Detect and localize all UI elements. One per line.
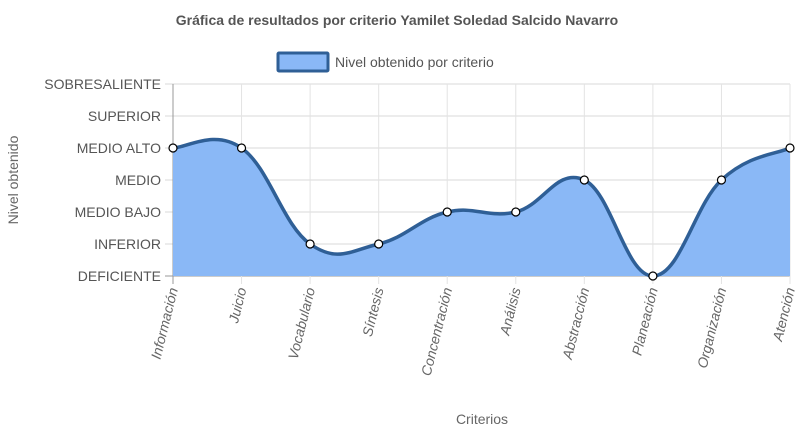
x-tick-label: Juicio <box>225 286 249 326</box>
y-tick-label: SUPERIOR <box>88 108 161 124</box>
data-point[interactable] <box>442 207 452 217</box>
legend[interactable]: Nivel obtenido por criterio <box>276 51 494 73</box>
legend-label: Nivel obtenido por criterio <box>335 54 494 70</box>
y-tick-label: SOBRESALIENTE <box>44 76 161 92</box>
series-area <box>173 139 790 276</box>
data-point[interactable] <box>374 239 384 249</box>
data-point[interactable] <box>716 175 727 185</box>
y-tick-label: MEDIO ALTO <box>77 140 161 156</box>
data-point[interactable] <box>168 143 178 153</box>
data-point[interactable] <box>579 175 589 185</box>
x-tick-label: Atención <box>769 286 795 344</box>
chart-title: Gráfica de resultados por criterio Yamil… <box>176 12 618 28</box>
data-point[interactable] <box>648 271 658 281</box>
series-line <box>172 137 791 278</box>
x-tick-label: Concentración <box>418 286 455 378</box>
data-point[interactable] <box>305 239 315 249</box>
y-tick-label: DEFICIENTE <box>78 268 161 284</box>
y-tick-label: MEDIO BAJO <box>75 204 161 220</box>
x-tick-label: Organización <box>694 286 730 370</box>
data-point[interactable] <box>236 143 247 153</box>
data-point[interactable] <box>511 207 521 217</box>
y-axis-ticks: DEFICIENTE INFERIOR MEDIO BAJO MEDIO MEDIO A… <box>44 76 161 284</box>
x-tick-label: Abstracción <box>559 286 593 362</box>
legend-swatch <box>276 51 330 73</box>
x-tick-label: Información <box>148 286 181 361</box>
x-tick-label: Planeación <box>629 286 661 357</box>
data-points <box>168 143 795 281</box>
y-tick-label: MEDIO <box>115 172 161 188</box>
x-tick-label: Análisis <box>496 286 523 338</box>
x-axis-label: Criterios <box>456 411 508 427</box>
data-point[interactable] <box>785 143 795 153</box>
x-tick-label: Vocabulario <box>285 286 318 361</box>
x-tick-label: Síntesis <box>359 286 387 338</box>
y-axis-label: Nivel obtenido <box>5 135 21 224</box>
y-tick-label: INFERIOR <box>94 236 161 252</box>
x-axis-ticks: Información Juicio Vocabulario Síntesis Conc… <box>148 286 795 378</box>
